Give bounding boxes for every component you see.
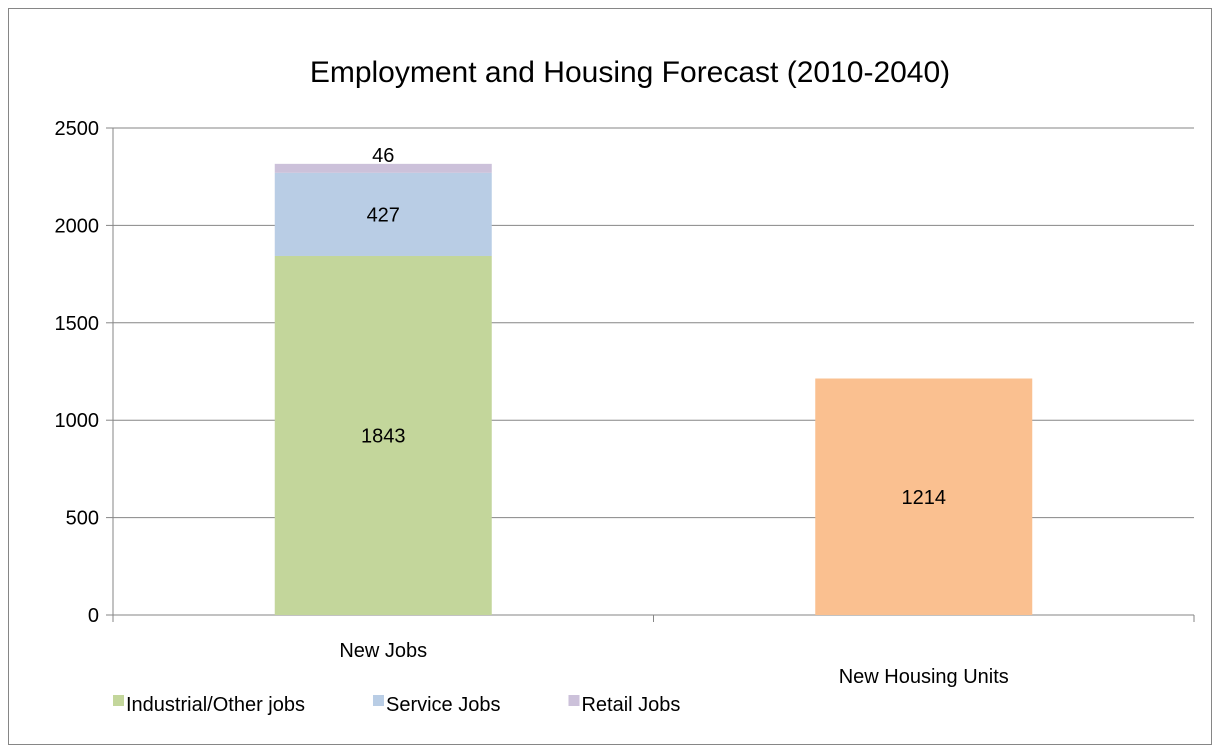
- bar-segment: [274, 255, 492, 616]
- legend-swatch: [113, 695, 124, 706]
- data-labels: 1843 427 46 1214: [361, 145, 946, 509]
- bar-segment: [274, 172, 492, 256]
- chart-title: Employment and Housing Forecast (2010-20…: [310, 56, 950, 89]
- legend: Industrial/Other jobs Service Jobs Retail …: [113, 694, 680, 716]
- y-tick-label: 2500: [55, 118, 100, 140]
- y-tick-label: 1000: [55, 410, 100, 432]
- bar-segment: [815, 378, 1033, 615]
- y-tick-label: 500: [66, 508, 99, 530]
- legend-label: Service Jobs: [386, 694, 501, 716]
- bar-segment: [274, 163, 492, 173]
- axes: 0 500 1000 1500 2000 2500 New Jobs New Housing …: [55, 118, 1195, 688]
- y-tick-label: 0: [88, 605, 99, 627]
- data-label: 427: [367, 204, 400, 226]
- legend-label: Industrial/Other jobs: [126, 694, 305, 716]
- legend-label: Retail Jobs: [581, 694, 680, 716]
- legend-swatch: [372, 695, 384, 706]
- legend-swatch: [568, 695, 580, 706]
- y-tick-label: 2000: [55, 215, 100, 237]
- bars: [274, 163, 1033, 616]
- data-label: 1214: [902, 487, 947, 509]
- data-label: 46: [372, 145, 394, 167]
- x-category-label: New Jobs: [339, 640, 427, 662]
- x-category-label: New Housing Units: [839, 666, 1009, 688]
- data-label: 1843: [361, 425, 406, 447]
- chart-area: [8, 8, 1212, 745]
- y-tick-label: 1500: [55, 313, 100, 335]
